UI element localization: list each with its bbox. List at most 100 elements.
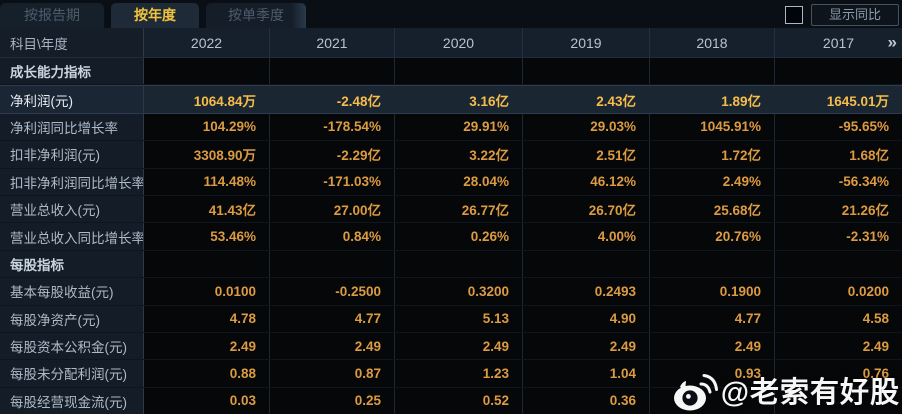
cell-2020: 3.22亿 [395, 141, 523, 168]
table-body: 成长能力指标 净利润(元) 1064.84万 -2.48亿 3.16亿 2.43… [0, 58, 902, 414]
cell-2021: -0.2500 [270, 278, 395, 305]
cell-2021 [270, 58, 395, 85]
row-label: 扣非净利润同比增长率 [0, 168, 144, 195]
cell-2021: 2.49 [270, 332, 395, 360]
cell-2018: 4.77 [650, 305, 775, 332]
cell-2021: -178.54% [270, 113, 395, 141]
cell-2022: 104.29% [144, 113, 270, 141]
tab-by-report-period[interactable]: 按报告期 [0, 3, 104, 28]
cell-2022: 0.0100 [144, 278, 270, 305]
cell-2017 [775, 58, 902, 85]
show-yoy-button[interactable]: 显示同比 [811, 4, 899, 26]
cell-2018: 2.49% [650, 168, 775, 195]
year-header-2018: 2018 [650, 28, 775, 57]
cell-2018: 25.68亿 [650, 195, 775, 223]
cell-2020: 28.04% [395, 168, 523, 195]
cell-2019: 2.49 [523, 332, 650, 360]
row-label: 基本每股收益(元) [0, 278, 144, 305]
cell-2019: 46.12% [523, 168, 650, 195]
cell-2019: 26.70亿 [523, 195, 650, 223]
cell-2017: -56.34% [775, 168, 902, 195]
cell-2022 [144, 58, 270, 85]
cell-2021: -2.48亿 [270, 86, 395, 113]
table-row: 成长能力指标 [0, 58, 902, 86]
cell-2021: -171.03% [270, 168, 395, 195]
cell-2020 [395, 58, 523, 85]
tab-by-year[interactable]: 按年度 [111, 3, 199, 28]
cell-2017: -95.65% [775, 113, 902, 141]
period-tabbar: 按报告期 按年度 按单季度 显示同比 [0, 0, 902, 28]
table-row[interactable]: 扣非净利润(元) 3308.90万 -2.29亿 3.22亿 2.51亿 1.7… [0, 141, 902, 169]
more-years-chevron-icon[interactable]: » [887, 32, 898, 52]
year-header-2022: 2022 [144, 28, 270, 57]
tab-by-single-quarter[interactable]: 按单季度 [206, 3, 306, 28]
cell-2020: 29.91% [395, 113, 523, 141]
cell-2019: 2.51亿 [523, 141, 650, 168]
corner-header: 科目\年度 [0, 28, 144, 57]
cell-2022: 1064.84万 [144, 86, 270, 113]
table-row[interactable]: 每股经营现金流(元) 0.03 0.25 0.52 0.36 [0, 387, 902, 414]
row-label: 营业总收入同比增长率 [0, 223, 144, 250]
year-header-2017: 2017 » [775, 28, 902, 57]
table-row[interactable]: 净利润同比增长率 104.29% -178.54% 29.91% 29.03% … [0, 113, 902, 142]
row-label: 每股资本公积金(元) [0, 332, 144, 360]
cell-2017: 21.26亿 [775, 195, 902, 223]
cell-2022: 3308.90万 [144, 141, 270, 168]
cell-2017: 4.58 [775, 305, 902, 332]
row-label: 每股指标 [0, 250, 144, 278]
cell-2019: 1.04 [523, 360, 650, 387]
cell-2020: 0.3200 [395, 278, 523, 305]
cell-2020: 1.23 [395, 360, 523, 387]
cell-2021: 27.00亿 [270, 195, 395, 223]
cell-2022 [144, 250, 270, 278]
row-label: 每股未分配利润(元) [0, 360, 144, 387]
year-header-2019: 2019 [523, 28, 650, 57]
cell-2019: 4.90 [523, 305, 650, 332]
year-header-2021: 2021 [270, 28, 395, 57]
cell-2017: 1.68亿 [775, 141, 902, 168]
cell-2022: 2.49 [144, 332, 270, 360]
cell-2018: 20.76% [650, 223, 775, 250]
row-label: 净利润同比增长率 [0, 113, 144, 141]
year-header-2017-label: 2017 [822, 34, 855, 51]
cell-2022: 41.43亿 [144, 195, 270, 223]
cell-2019 [523, 250, 650, 278]
cell-2020 [395, 250, 523, 278]
table-header-row: 科目\年度 2022 2021 2020 2019 2018 2017 » [0, 28, 902, 58]
cell-2019 [523, 58, 650, 85]
cell-2022: 114.48% [144, 168, 270, 195]
cell-2021 [270, 250, 395, 278]
cell-2020: 0.52 [395, 387, 523, 414]
cell-2017 [775, 387, 902, 414]
cell-2021: -2.29亿 [270, 141, 395, 168]
cell-2018: 1.89亿 [650, 86, 775, 113]
cell-2018: 0.93 [650, 360, 775, 387]
table-row[interactable]: 净利润(元) 1064.84万 -2.48亿 3.16亿 2.43亿 1.89亿… [0, 85, 902, 114]
cell-2018 [650, 58, 775, 85]
cell-2019: 29.03% [523, 113, 650, 141]
cell-2019: 0.2493 [523, 278, 650, 305]
cell-2017: 1645.01万 [775, 86, 902, 113]
table-row[interactable]: 营业总收入(元) 41.43亿 27.00亿 26.77亿 26.70亿 25.… [0, 195, 902, 224]
table-row[interactable]: 基本每股收益(元) 0.0100 -0.2500 0.3200 0.2493 0… [0, 278, 902, 306]
cell-2017: 0.0200 [775, 278, 902, 305]
table-row[interactable]: 营业总收入同比增长率 53.46% 0.84% 0.26% 4.00% 20.7… [0, 223, 902, 251]
cell-2018 [650, 387, 775, 414]
table-row[interactable]: 每股资本公积金(元) 2.49 2.49 2.49 2.49 2.49 2.49 [0, 332, 902, 361]
cell-2020: 3.16亿 [395, 86, 523, 113]
table-row[interactable]: 每股净资产(元) 4.78 4.77 5.13 4.90 4.77 4.58 [0, 305, 902, 333]
show-yoy-checkbox[interactable] [785, 6, 803, 24]
row-label: 扣非净利润(元) [0, 141, 144, 168]
cell-2019: 2.43亿 [523, 86, 650, 113]
cell-2017: 0.76 [775, 360, 902, 387]
table-row[interactable]: 每股未分配利润(元) 0.88 0.87 1.23 1.04 0.93 0.76 [0, 360, 902, 388]
table-row[interactable]: 扣非净利润同比增长率 114.48% -171.03% 28.04% 46.12… [0, 168, 902, 196]
cell-2017 [775, 250, 902, 278]
cell-2019: 0.36 [523, 387, 650, 414]
cell-2018 [650, 250, 775, 278]
cell-2021: 0.25 [270, 387, 395, 414]
cell-2017: 2.49 [775, 332, 902, 360]
cell-2020: 26.77亿 [395, 195, 523, 223]
cell-2020: 5.13 [395, 305, 523, 332]
